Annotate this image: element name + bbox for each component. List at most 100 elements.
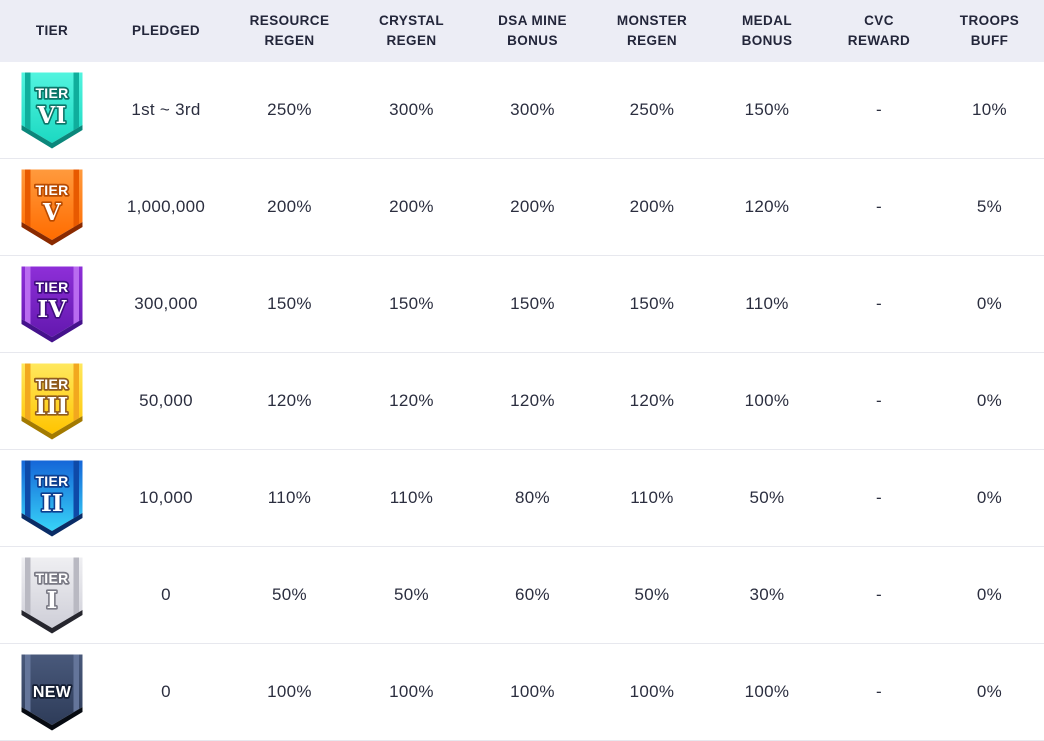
column-header-cvc_reward: CVC REWARD — [847, 13, 911, 48]
cell-monster_regen: 120% — [629, 391, 675, 410]
cell-cvc_reward: - — [876, 100, 882, 119]
cell-medal_bonus: 30% — [749, 585, 785, 604]
cell-troops_buff: 0% — [976, 682, 1003, 701]
badge-tier-2: TIER II — [0, 450, 104, 546]
table-row-tier-5: TIER V 1,000,000 200% 200% 200% 200% 120% - 5% — [0, 159, 1044, 256]
badge-tier-4: TIER IV — [0, 256, 104, 352]
cell-monster_regen: 250% — [629, 100, 675, 119]
badge-numeral: II — [41, 490, 63, 517]
cell-dsa_mine_bonus: 60% — [515, 585, 550, 604]
cell-dsa_mine_bonus: 120% — [510, 391, 555, 410]
cell-pledged: 10,000 — [139, 488, 193, 507]
cell-dsa_mine_bonus: 150% — [510, 294, 555, 313]
cell-resource_regen: 120% — [267, 391, 312, 410]
cell-pledged: 300,000 — [134, 294, 198, 313]
badge-numeral: NEW — [33, 684, 72, 701]
badge-tier-5: TIER V — [0, 159, 104, 255]
table-row-tier-4: TIER IV 300,000 150% 150% 150% 150% 110% - 0% — [0, 256, 1044, 353]
cell-resource_regen: 150% — [267, 294, 312, 313]
badge-tier-label: TIER — [35, 376, 68, 392]
cell-medal_bonus: 150% — [744, 100, 790, 119]
badge-tier-label: TIER — [35, 570, 68, 586]
badge-tier-label: TIER — [35, 85, 68, 101]
table-header: TIER PLEDGED RESOURCE REGEN CRYSTAL REGEN DS… — [0, 0, 1044, 62]
column-header-monster_regen: MONSTER REGEN — [616, 13, 688, 48]
badge-tier-label: TIER — [35, 182, 68, 198]
cell-medal_bonus: 110% — [745, 294, 789, 313]
cell-pledged: 0 — [161, 682, 171, 701]
badge-tier-label: TIER — [35, 473, 68, 489]
cell-pledged: 50,000 — [139, 391, 193, 410]
cell-dsa_mine_bonus: 100% — [510, 682, 555, 701]
cell-cvc_reward: - — [876, 488, 882, 507]
cell-crystal_regen: 100% — [389, 682, 434, 701]
tier-pennant-icon: NEW — [21, 654, 83, 731]
column-header-tier: TIER — [35, 23, 69, 39]
cell-pledged: 0 — [161, 585, 171, 604]
cell-monster_regen: 110% — [630, 488, 674, 507]
cell-medal_bonus: 100% — [744, 391, 790, 410]
cell-cvc_reward: - — [876, 585, 882, 604]
column-header-resource_regen: RESOURCE REGEN — [249, 13, 330, 48]
cell-cvc_reward: - — [876, 682, 882, 701]
badge-numeral: VI — [36, 102, 66, 129]
cell-troops_buff: 0% — [976, 585, 1003, 604]
cell-medal_bonus: 50% — [749, 488, 785, 507]
badge-tier-1: TIER I — [0, 547, 104, 643]
cell-cvc_reward: - — [876, 294, 882, 313]
cell-cvc_reward: - — [876, 391, 882, 410]
cell-cvc_reward: - — [876, 197, 882, 216]
badge-tier-3: TIER III — [0, 353, 104, 449]
table-row-tier-6: TIER VI 1st ~ 3rd 250% 300% 300% 250% 150% - 10% — [0, 62, 1044, 159]
cell-crystal_regen: 150% — [389, 294, 434, 313]
cell-troops_buff: 10% — [972, 100, 1007, 119]
badge-numeral: III — [35, 393, 68, 420]
column-header-dsa_mine_bonus: DSA MINE BONUS — [498, 13, 567, 48]
cell-troops_buff: 0% — [976, 488, 1003, 507]
cell-dsa_mine_bonus: 300% — [510, 100, 555, 119]
cell-troops_buff: 0% — [976, 294, 1003, 313]
cell-monster_regen: 100% — [629, 682, 675, 701]
cell-monster_regen: 50% — [634, 585, 670, 604]
cell-troops_buff: 0% — [976, 391, 1003, 410]
column-header-crystal_regen: CRYSTAL REGEN — [378, 13, 445, 48]
column-header-medal_bonus: MEDAL BONUS — [741, 13, 793, 48]
column-header-troops_buff: TROOPS BUFF — [959, 13, 1020, 48]
cell-resource_regen: 50% — [272, 585, 307, 604]
cell-pledged: 1,000,000 — [126, 197, 206, 216]
cell-crystal_regen: 200% — [389, 197, 434, 216]
badge-numeral: I — [46, 587, 57, 614]
cell-resource_regen: 250% — [267, 100, 312, 119]
table-row-tier-1: TIER I 0 50% 50% 60% 50% 30% - 0% — [0, 547, 1044, 644]
cell-crystal_regen: 300% — [389, 100, 434, 119]
cell-crystal_regen: 120% — [389, 391, 434, 410]
cell-crystal_regen: 110% — [389, 488, 434, 507]
cell-medal_bonus: 100% — [744, 682, 790, 701]
column-header-pledged: PLEDGED — [131, 23, 201, 39]
cell-dsa_mine_bonus: 80% — [515, 488, 550, 507]
cell-dsa_mine_bonus: 200% — [510, 197, 555, 216]
badge-numeral: IV — [37, 296, 67, 323]
cell-monster_regen: 200% — [629, 197, 675, 216]
badge-numeral: V — [42, 199, 62, 226]
cell-medal_bonus: 120% — [744, 197, 790, 216]
table-row-tier-new: NEW 0 100% 100% 100% 100% 100% - 0% — [0, 644, 1044, 741]
cell-troops_buff: 5% — [976, 197, 1003, 216]
table-row-tier-2: TIER II 10,000 110% 110% 80% 110% 50% - 0% — [0, 450, 1044, 547]
cell-pledged: 1st ~ 3rd — [131, 100, 201, 119]
cell-crystal_regen: 50% — [394, 585, 429, 604]
cell-resource_regen: 100% — [267, 682, 312, 701]
table-body: TIER VI 1st ~ 3rd 250% 300% 300% 250% 150% -10% T… — [0, 62, 1044, 741]
badge-tier-6: TIER VI — [0, 62, 104, 158]
cell-monster_regen: 150% — [629, 294, 675, 313]
cell-resource_regen: 200% — [267, 197, 312, 216]
badge-tier-new: NEW — [0, 644, 104, 740]
table-row-tier-3: TIER III 50,000 120% 120% 120% 120% 100% - 0% — [0, 353, 1044, 450]
